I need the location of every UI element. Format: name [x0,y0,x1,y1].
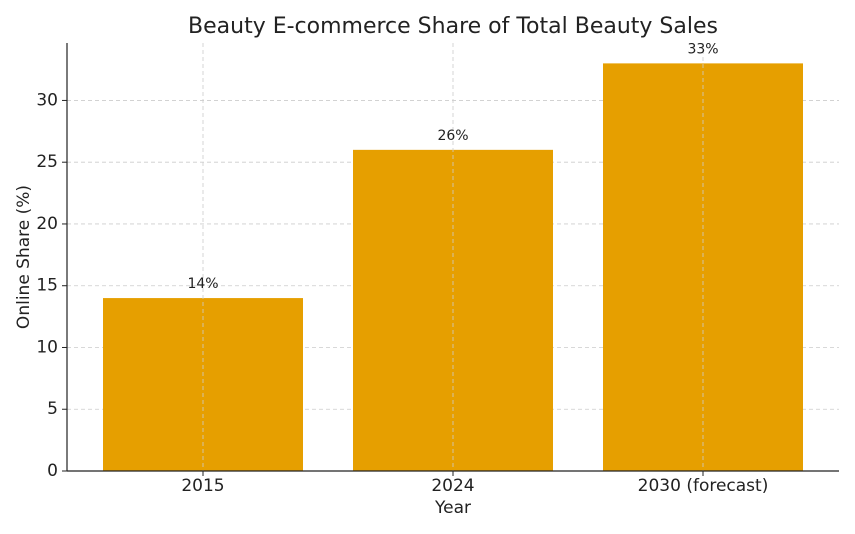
x-tick-label: 2030 (forecast) [638,476,769,496]
x-axis-label: Year [434,498,471,518]
y-tick-label: 5 [47,399,58,419]
y-tick-label: 25 [36,152,58,172]
x-tick-label: 2015 [181,476,224,496]
value-label: 33% [687,41,718,57]
y-tick-label: 30 [36,90,58,110]
y-tick-label: 0 [47,461,58,481]
y-axis-label: Online Share (%) [14,185,34,329]
y-tick-label: 20 [36,214,58,234]
chart-title: Beauty E-commerce Share of Total Beauty … [188,14,718,39]
value-label: 14% [187,276,218,292]
y-tick-label: 10 [36,337,58,357]
value-label: 26% [437,128,468,144]
x-tick-label: 2024 [431,476,474,496]
y-tick-label: 15 [36,276,58,296]
